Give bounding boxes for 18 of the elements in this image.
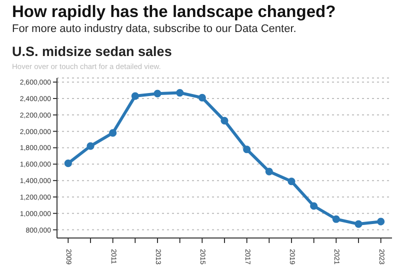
point [332,215,340,223]
point [64,160,72,168]
point [220,116,228,124]
point [109,129,117,137]
chart-title: How rapidly has the landscape changed? [12,3,336,22]
point [310,202,318,210]
point [377,218,385,226]
point [131,92,139,100]
point [354,220,362,228]
point [176,88,184,97]
point [265,168,273,176]
point [243,146,251,154]
point [288,178,296,186]
point [198,94,206,102]
point [154,90,162,98]
text: U.S. midsize sedan sales [12,44,172,59]
chart-subtitle: For more auto industry data, subscribe to our Data Center. [12,23,296,35]
point [86,142,94,150]
